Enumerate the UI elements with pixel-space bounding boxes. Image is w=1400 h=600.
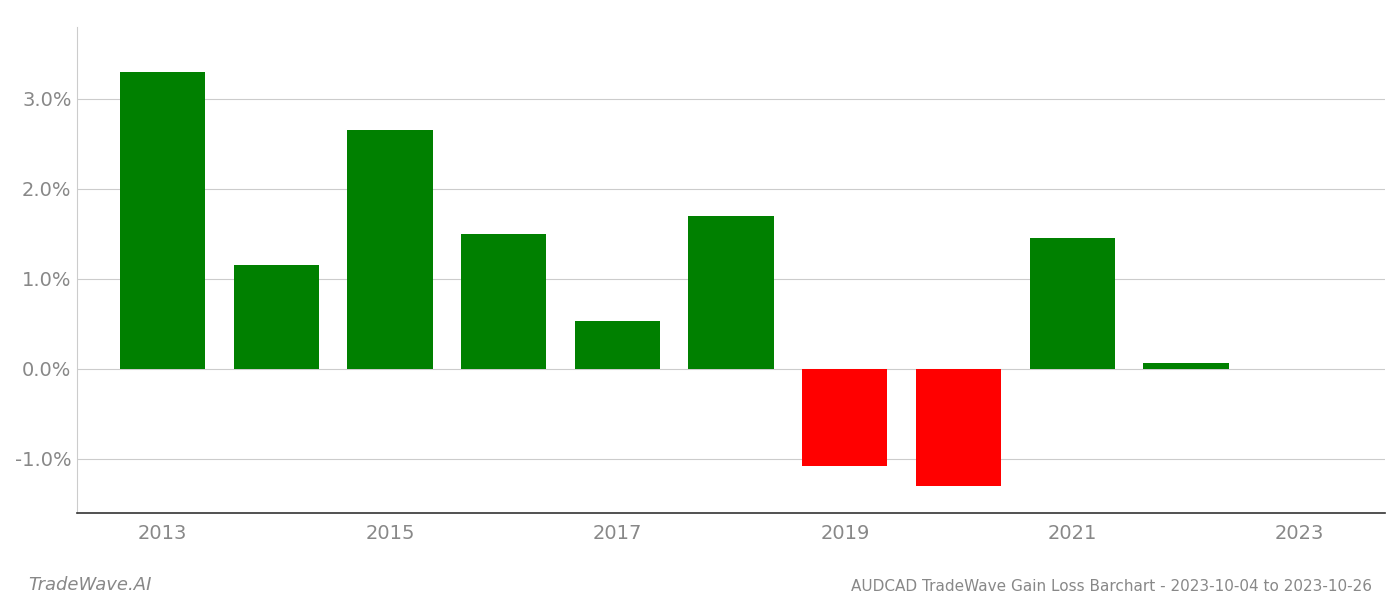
Bar <box>347 130 433 369</box>
Bar <box>120 72 206 369</box>
Bar <box>461 234 546 369</box>
Bar <box>689 216 774 369</box>
Bar <box>802 369 888 466</box>
Bar <box>575 321 659 369</box>
Text: AUDCAD TradeWave Gain Loss Barchart - 2023-10-04 to 2023-10-26: AUDCAD TradeWave Gain Loss Barchart - 20… <box>851 579 1372 594</box>
Bar <box>1144 362 1229 369</box>
Bar <box>234 265 319 369</box>
Bar <box>916 369 1001 486</box>
Text: TradeWave.AI: TradeWave.AI <box>28 576 151 594</box>
Bar <box>1029 238 1114 369</box>
